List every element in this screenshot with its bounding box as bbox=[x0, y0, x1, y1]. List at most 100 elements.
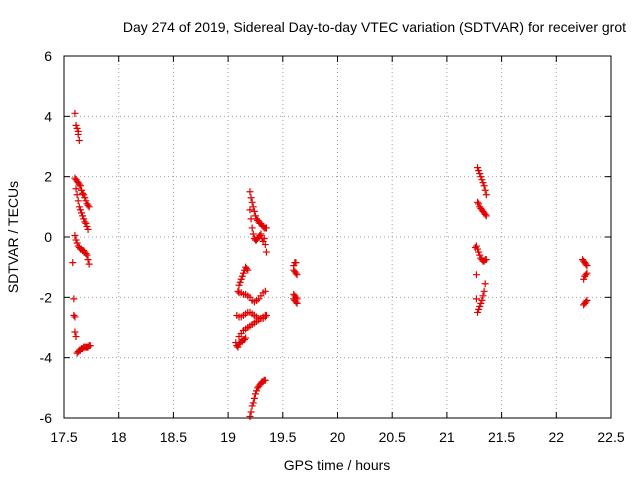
data-point bbox=[477, 173, 485, 181]
data-point bbox=[72, 333, 80, 341]
data-point bbox=[262, 248, 270, 256]
data-point bbox=[83, 222, 91, 230]
data-point bbox=[481, 210, 489, 218]
data-point bbox=[86, 342, 94, 350]
series-arc-19.2-f bbox=[235, 313, 269, 341]
data-point bbox=[79, 189, 87, 197]
data-point bbox=[472, 295, 480, 303]
data-point bbox=[247, 408, 255, 416]
series-arc-19.2-g bbox=[232, 334, 250, 351]
data-point bbox=[476, 302, 484, 310]
x-tick-labels: 17.5 18 18.5 19 19.5 20 20.5 21 21.5 22 22.5 bbox=[50, 429, 624, 445]
y-tick-labels: -6 -4 -2 0 2 4 6 bbox=[40, 48, 53, 426]
data-point bbox=[237, 275, 245, 283]
data-point bbox=[482, 191, 490, 199]
data-point bbox=[72, 121, 80, 129]
data-point bbox=[474, 198, 482, 206]
data-point bbox=[84, 256, 92, 264]
x-tick-label: 17.5 bbox=[50, 429, 77, 445]
data-point bbox=[482, 212, 490, 220]
data-point bbox=[80, 191, 88, 199]
data-point bbox=[82, 219, 90, 227]
data-point bbox=[253, 387, 261, 395]
data-point bbox=[79, 212, 87, 220]
data-point bbox=[241, 336, 249, 344]
data-point bbox=[85, 203, 93, 211]
data-point bbox=[246, 188, 254, 196]
y-tick-label: 6 bbox=[44, 48, 52, 64]
data-point bbox=[475, 200, 483, 208]
series-arc-21.3-a bbox=[474, 164, 490, 199]
y-axis-label: SDTVAR / TECUs bbox=[5, 181, 21, 293]
data-point bbox=[73, 124, 81, 132]
data-point bbox=[70, 311, 78, 319]
data-point bbox=[83, 251, 91, 259]
data-point bbox=[293, 271, 301, 279]
data-point bbox=[292, 298, 300, 306]
data-point bbox=[72, 185, 80, 193]
data-point bbox=[242, 334, 250, 342]
series-arc-17.6-a bbox=[71, 109, 83, 144]
data-point bbox=[248, 198, 256, 206]
data-point bbox=[76, 206, 84, 214]
series-arc-22.25 bbox=[579, 256, 591, 309]
data-point bbox=[84, 225, 92, 233]
data-point bbox=[248, 224, 256, 232]
data-point bbox=[478, 296, 486, 304]
data-point bbox=[580, 275, 588, 283]
data-points bbox=[69, 109, 591, 420]
series-arc-17.6-f bbox=[73, 342, 94, 357]
data-point bbox=[247, 215, 255, 223]
x-tick-label: 20.5 bbox=[379, 429, 406, 445]
series-arc-19.2-d bbox=[235, 287, 269, 306]
data-point bbox=[84, 201, 92, 209]
data-point bbox=[476, 251, 484, 259]
data-point bbox=[238, 272, 246, 280]
data-point bbox=[71, 109, 79, 117]
series-arc-21.3-b bbox=[474, 198, 490, 220]
data-point bbox=[82, 197, 90, 205]
data-point bbox=[250, 394, 258, 402]
data-point bbox=[78, 186, 86, 194]
series-arc-19.2-c bbox=[234, 263, 252, 295]
data-point bbox=[477, 299, 485, 307]
data-point bbox=[78, 209, 86, 217]
data-point bbox=[234, 343, 242, 351]
series-arc-21.3-d bbox=[472, 271, 489, 316]
data-point bbox=[250, 207, 258, 215]
data-point bbox=[582, 271, 590, 279]
data-point bbox=[472, 242, 480, 250]
data-point bbox=[582, 298, 590, 306]
data-point bbox=[75, 203, 83, 211]
series-arc-19.2-b bbox=[246, 206, 270, 256]
data-point bbox=[474, 245, 482, 253]
data-point bbox=[74, 197, 82, 205]
data-point bbox=[246, 412, 254, 420]
y-tick-label: -2 bbox=[40, 289, 53, 305]
x-tick-label: 22.5 bbox=[597, 429, 624, 445]
series-arc-17.6-b bbox=[71, 174, 93, 211]
data-point bbox=[85, 260, 93, 268]
x-tick-label: 19 bbox=[220, 429, 236, 445]
series-arc-19.2-e bbox=[233, 308, 270, 322]
x-axis-label: GPS time / hours bbox=[284, 457, 391, 473]
axis-ticks bbox=[63, 55, 612, 419]
data-point bbox=[249, 230, 257, 238]
data-point bbox=[475, 248, 483, 256]
data-point bbox=[482, 256, 490, 264]
data-point bbox=[480, 287, 488, 295]
x-tick-label: 20 bbox=[330, 429, 346, 445]
y-tick-label: -4 bbox=[40, 350, 53, 366]
data-point bbox=[80, 215, 88, 223]
x-tick-label: 18.5 bbox=[160, 429, 187, 445]
series-arc-19.2-h bbox=[246, 376, 269, 420]
data-point bbox=[73, 239, 81, 247]
x-tick-label: 21.5 bbox=[488, 429, 515, 445]
data-point bbox=[481, 186, 489, 194]
x-tick-label: 22 bbox=[549, 429, 565, 445]
series-arc-17.6-c bbox=[72, 185, 92, 233]
y-tick-label: 0 bbox=[44, 229, 52, 245]
data-point bbox=[583, 269, 591, 277]
series-arc-19.6 bbox=[290, 259, 301, 307]
data-point bbox=[246, 206, 254, 214]
